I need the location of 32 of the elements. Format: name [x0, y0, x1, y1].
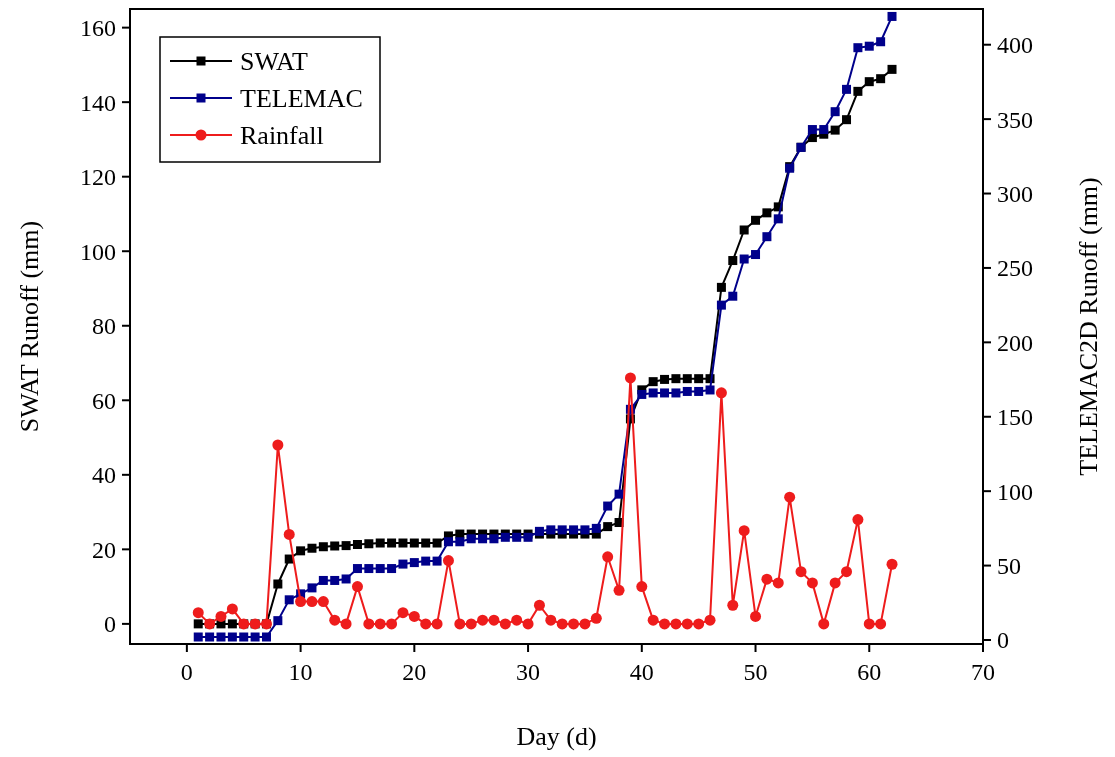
x-tick-label: 30 [516, 659, 541, 685]
y-tick-label: 120 [80, 164, 116, 191]
legend-label: TELEMAC [240, 84, 363, 114]
legend-label: Rainfall [240, 121, 324, 151]
y2-axis-title: TELEMAC2D Runoff (mm) [1074, 177, 1103, 476]
y2-tick-label: 50 [997, 552, 1021, 579]
y-tick-label: 160 [80, 15, 116, 42]
x-tick-label: 20 [402, 659, 427, 685]
y-tick-label: 40 [92, 462, 116, 489]
legend-label: SWAT [240, 47, 309, 77]
y-tick-label: 80 [92, 313, 116, 340]
y2-tick-label: 400 [997, 32, 1033, 59]
x-tick-label: 40 [629, 659, 654, 685]
y2-tick-label: 300 [997, 180, 1033, 207]
x-tick-label: 50 [743, 659, 768, 685]
y-tick-label: 20 [92, 536, 116, 563]
y2-tick-label: 250 [997, 255, 1033, 282]
y2-tick-label: 0 [997, 627, 1009, 654]
x-tick-label: 0 [180, 659, 193, 685]
y-axis-title: SWAT Runoff (mm) [15, 220, 44, 433]
y2-tick-label: 100 [997, 478, 1033, 505]
y2-tick-label: 200 [997, 329, 1033, 356]
y-tick-label: 0 [104, 611, 116, 638]
x-tick-label: 70 [971, 659, 995, 685]
y-tick-label: 140 [80, 89, 116, 116]
x-axis-title: Day (d) [516, 722, 597, 751]
y2-tick-label: 350 [997, 106, 1033, 133]
y-tick-label: 100 [80, 238, 116, 265]
x-tick-label: 10 [288, 659, 313, 685]
x-tick-label: 60 [857, 659, 882, 685]
y-tick-label: 60 [92, 387, 116, 414]
y2-tick-label: 150 [997, 404, 1033, 431]
